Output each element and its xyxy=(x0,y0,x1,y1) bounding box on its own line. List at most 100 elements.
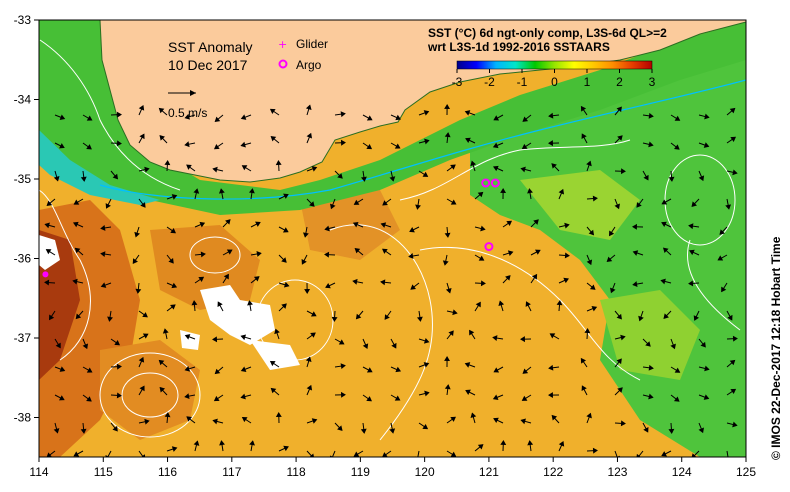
credit-text: © IMOS 22-Dec-2017 12:18 Hobart Time xyxy=(769,236,783,460)
current-arrow-head xyxy=(691,201,697,207)
current-arrow-head xyxy=(217,301,223,308)
current-arrow-head xyxy=(548,140,553,147)
current-arrow-head xyxy=(703,142,710,148)
current-arrow-head xyxy=(730,136,737,142)
current-arrow-head xyxy=(721,286,727,293)
current-arrow-head xyxy=(100,251,106,258)
y-tick-label: -38 xyxy=(14,411,32,425)
current-arrow-head xyxy=(59,366,66,372)
current-arrow-head xyxy=(493,417,499,424)
current-arrow xyxy=(614,450,618,457)
current-arrow xyxy=(417,450,420,457)
current-arrow-head xyxy=(105,203,111,209)
current-arrow-head xyxy=(703,394,710,400)
current-arrow-head xyxy=(214,368,221,375)
current-arrow xyxy=(637,450,644,457)
current-arrow-head xyxy=(353,199,360,205)
current-arrow-head xyxy=(477,191,484,198)
current-arrow-head xyxy=(617,387,623,393)
current-arrow-head xyxy=(661,199,668,205)
current-arrow-head xyxy=(184,141,190,148)
current-arrow-head xyxy=(168,257,174,264)
current-arrow-head xyxy=(414,456,419,457)
x-tick-label: 125 xyxy=(736,465,756,479)
current-arrow-head xyxy=(384,314,390,320)
current-arrow-head xyxy=(444,104,451,109)
x-tick-label: 122 xyxy=(543,465,563,479)
current-arrow-head xyxy=(643,426,649,433)
current-arrow-head xyxy=(112,173,119,180)
current-arrow-head xyxy=(144,166,150,173)
current-arrow-head xyxy=(500,188,507,193)
colorbar-tick-label: 0 xyxy=(551,75,558,89)
current-arrow-head xyxy=(72,278,78,285)
current-arrow-head xyxy=(337,173,343,179)
y-tick-label: -33 xyxy=(14,13,32,27)
x-tick-label: 118 xyxy=(287,465,306,479)
current-arrow-head xyxy=(138,356,145,363)
current-arrow-head xyxy=(527,440,534,446)
current-arrow xyxy=(726,450,729,457)
current-arrow-head xyxy=(478,255,485,261)
current-arrow-head xyxy=(674,115,681,121)
current-arrow-head xyxy=(581,133,587,140)
current-arrow-head xyxy=(213,395,220,402)
current-arrow-head xyxy=(632,281,638,287)
current-arrow-head xyxy=(142,312,148,318)
current-arrow-head xyxy=(86,396,92,402)
current-arrow-head xyxy=(661,451,667,457)
current-arrow-head xyxy=(632,223,638,230)
current-arrow-head xyxy=(331,316,338,322)
current-arrow-head xyxy=(142,333,149,339)
current-arrow-head xyxy=(395,366,402,373)
current-arrow-head xyxy=(661,221,667,228)
current-arrow-head xyxy=(164,160,171,166)
current-arrow-head xyxy=(668,176,675,182)
current-arrow-head xyxy=(551,163,557,169)
current-arrow-head xyxy=(580,105,587,112)
colorbar xyxy=(456,60,653,70)
current-arrow-head xyxy=(556,300,563,306)
current-arrow-head xyxy=(480,280,486,287)
hot-patch-west xyxy=(39,230,80,380)
colorbar-tick-label: 1 xyxy=(584,75,591,89)
current-arrow-head xyxy=(184,113,191,120)
y-axis: -33 -34 -35 -36 -37 -38 xyxy=(14,13,39,425)
current-arrow-head xyxy=(617,135,623,141)
colorbar-tick-label: 3 xyxy=(649,75,656,89)
current-arrow-head xyxy=(305,104,312,111)
cold-upwelling-band xyxy=(39,130,160,205)
current-arrow-head xyxy=(44,222,50,229)
current-arrow-head xyxy=(464,110,471,116)
current-arrow-head xyxy=(212,336,218,343)
current-arrow-head xyxy=(725,204,732,210)
current-arrow-head xyxy=(324,225,330,232)
current-arrow-head xyxy=(450,164,456,170)
argo-symbol xyxy=(278,59,288,69)
current-arrow-head xyxy=(394,395,401,401)
current-arrow-head xyxy=(223,273,229,280)
current-arrow-head xyxy=(493,115,500,121)
current-arrow-head xyxy=(670,343,676,350)
current-arrow-head xyxy=(581,385,587,391)
argo-float-marker xyxy=(484,242,494,252)
current-arrow-head xyxy=(306,384,313,391)
current-arrow-head xyxy=(563,277,569,284)
current-arrow-head xyxy=(304,289,311,294)
current-arrow-head xyxy=(477,444,484,450)
current-arrow-head xyxy=(219,440,225,446)
current-arrow-head xyxy=(170,304,176,310)
current-arrow-head xyxy=(527,188,533,194)
current-arrow-head xyxy=(53,428,60,434)
current-arrow-head xyxy=(59,114,66,120)
current-arrow-head xyxy=(355,313,362,320)
colorbar-tick-label: 2 xyxy=(616,75,623,89)
current-arrow-head xyxy=(162,328,169,334)
current-arrow-head xyxy=(100,282,107,288)
current-arrow-head xyxy=(719,229,725,235)
current-arrow-head xyxy=(352,221,359,228)
current-arrow-head xyxy=(283,193,289,199)
current-arrow-head xyxy=(138,104,145,111)
current-arrow-head xyxy=(586,160,592,167)
